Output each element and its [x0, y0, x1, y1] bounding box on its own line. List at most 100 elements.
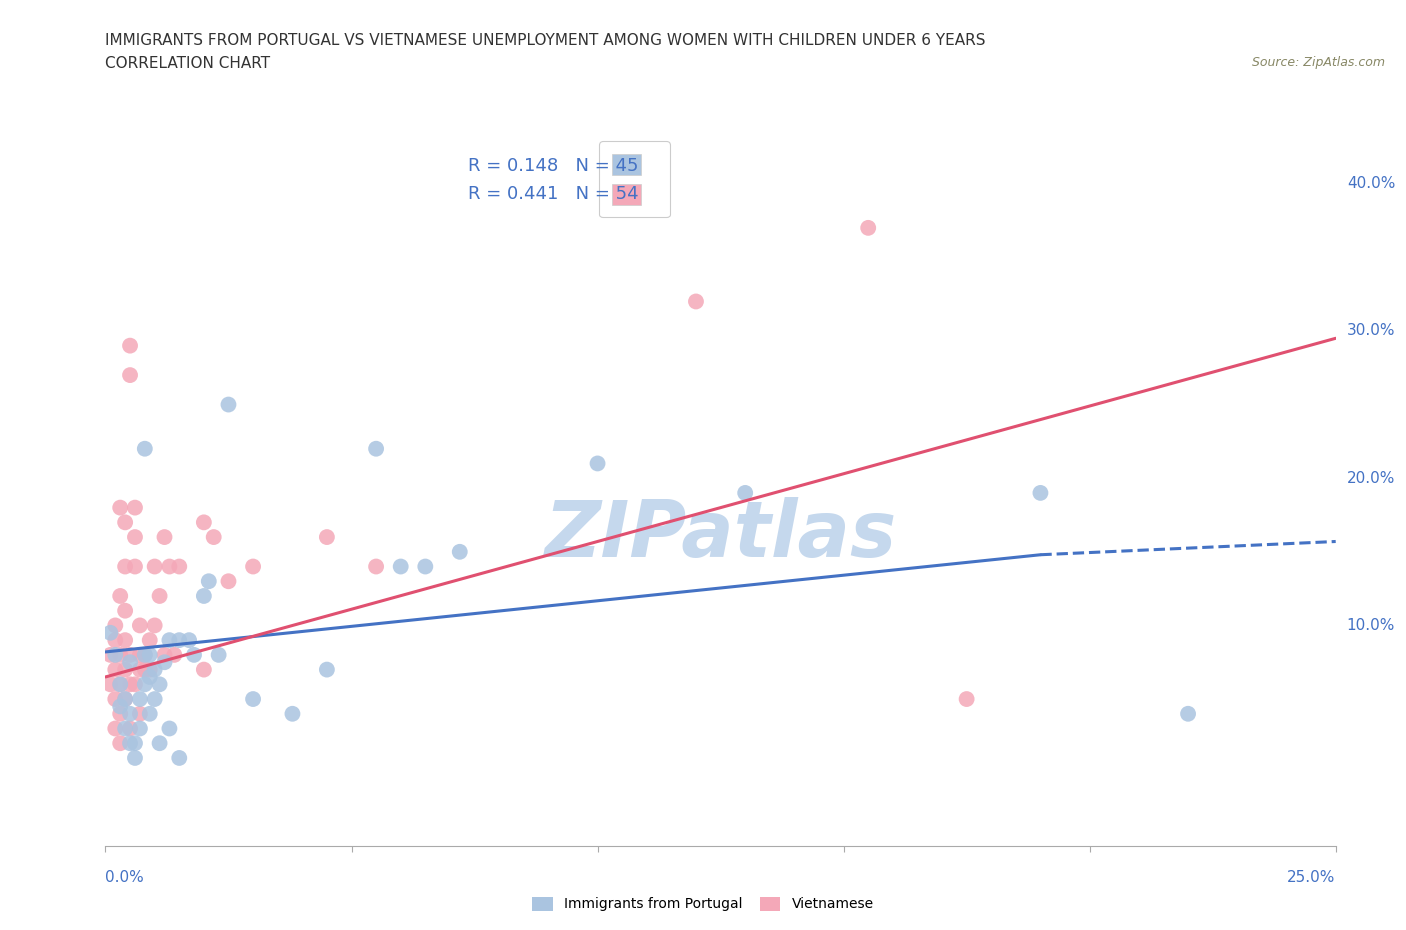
Point [134, 647, 156, 662]
Point [114, 692, 136, 707]
Point [197, 574, 219, 589]
Legend:  ,  : , [599, 141, 669, 218]
Point [129, 692, 152, 707]
Point [143, 618, 166, 633]
Point [129, 647, 152, 662]
Text: ZIPatlas: ZIPatlas [544, 498, 897, 573]
Point [179, 632, 201, 647]
Text: 10.0%: 10.0% [1347, 618, 1395, 633]
Text: 40.0%: 40.0% [1347, 176, 1395, 192]
Point [193, 515, 215, 530]
Point [124, 530, 146, 545]
Point [149, 589, 172, 604]
Point [193, 662, 215, 677]
Point [242, 559, 264, 574]
Point [104, 647, 127, 662]
Point [134, 677, 156, 692]
Point [110, 677, 132, 692]
Point [193, 589, 215, 604]
Point [104, 721, 127, 736]
Point [858, 220, 880, 235]
Point [134, 662, 156, 677]
Point [124, 677, 146, 692]
Point [114, 632, 136, 647]
Text: R = 0.441   N = 54: R = 0.441 N = 54 [468, 185, 638, 204]
Point [138, 647, 162, 662]
Point [202, 530, 225, 545]
Point [114, 515, 136, 530]
Point [98, 647, 122, 662]
Point [218, 397, 240, 412]
Point [114, 604, 136, 618]
Point [366, 559, 388, 574]
Point [143, 662, 166, 677]
Point [110, 500, 132, 515]
Point [124, 736, 146, 751]
Point [208, 647, 231, 662]
Point [1177, 707, 1199, 722]
Point [366, 442, 388, 457]
Text: 20.0%: 20.0% [1347, 471, 1395, 485]
Point [153, 647, 176, 662]
Point [138, 707, 162, 722]
Point [104, 618, 127, 633]
Point [104, 662, 127, 677]
Point [120, 655, 141, 670]
Point [143, 559, 166, 574]
Point [124, 751, 146, 765]
Legend: Immigrants from Portugal, Vietnamese: Immigrants from Portugal, Vietnamese [526, 890, 880, 919]
Point [218, 574, 240, 589]
Point [149, 736, 172, 751]
Point [110, 736, 132, 751]
Point [163, 647, 186, 662]
Point [110, 699, 132, 714]
Point [129, 707, 152, 722]
Point [120, 736, 141, 751]
Point [281, 707, 304, 722]
Point [104, 632, 127, 647]
Point [98, 677, 122, 692]
Point [143, 692, 166, 707]
Point [183, 647, 205, 662]
Point [138, 662, 162, 677]
Point [114, 559, 136, 574]
Point [110, 677, 132, 692]
Point [138, 670, 162, 684]
Point [315, 530, 337, 545]
Point [159, 721, 180, 736]
Point [120, 721, 141, 736]
Point [1029, 485, 1052, 500]
Point [159, 632, 180, 647]
Point [169, 559, 191, 574]
Point [110, 589, 132, 604]
Point [956, 692, 979, 707]
Point [120, 677, 141, 692]
Text: IMMIGRANTS FROM PORTUGAL VS VIETNAMESE UNEMPLOYMENT AMONG WOMEN WITH CHILDREN UN: IMMIGRANTS FROM PORTUGAL VS VIETNAMESE U… [105, 33, 986, 47]
Point [120, 367, 141, 382]
Point [114, 662, 136, 677]
Point [413, 559, 436, 574]
Point [315, 662, 337, 677]
Text: 25.0%: 25.0% [1288, 870, 1336, 884]
Text: Source: ZipAtlas.com: Source: ZipAtlas.com [1251, 56, 1385, 69]
Text: 30.0%: 30.0% [1347, 324, 1395, 339]
Point [389, 559, 412, 574]
Point [449, 544, 471, 559]
Point [129, 662, 152, 677]
Point [169, 751, 191, 765]
Point [110, 647, 132, 662]
Point [129, 721, 152, 736]
Point [153, 655, 176, 670]
Point [138, 632, 162, 647]
Point [114, 692, 136, 707]
Point [134, 647, 156, 662]
Text: 0.0%: 0.0% [105, 870, 145, 884]
Point [134, 442, 156, 457]
Text: CORRELATION CHART: CORRELATION CHART [105, 56, 270, 71]
Point [153, 530, 176, 545]
Point [169, 632, 191, 647]
Point [149, 677, 172, 692]
Point [586, 456, 609, 471]
Point [120, 339, 141, 353]
Point [114, 721, 136, 736]
